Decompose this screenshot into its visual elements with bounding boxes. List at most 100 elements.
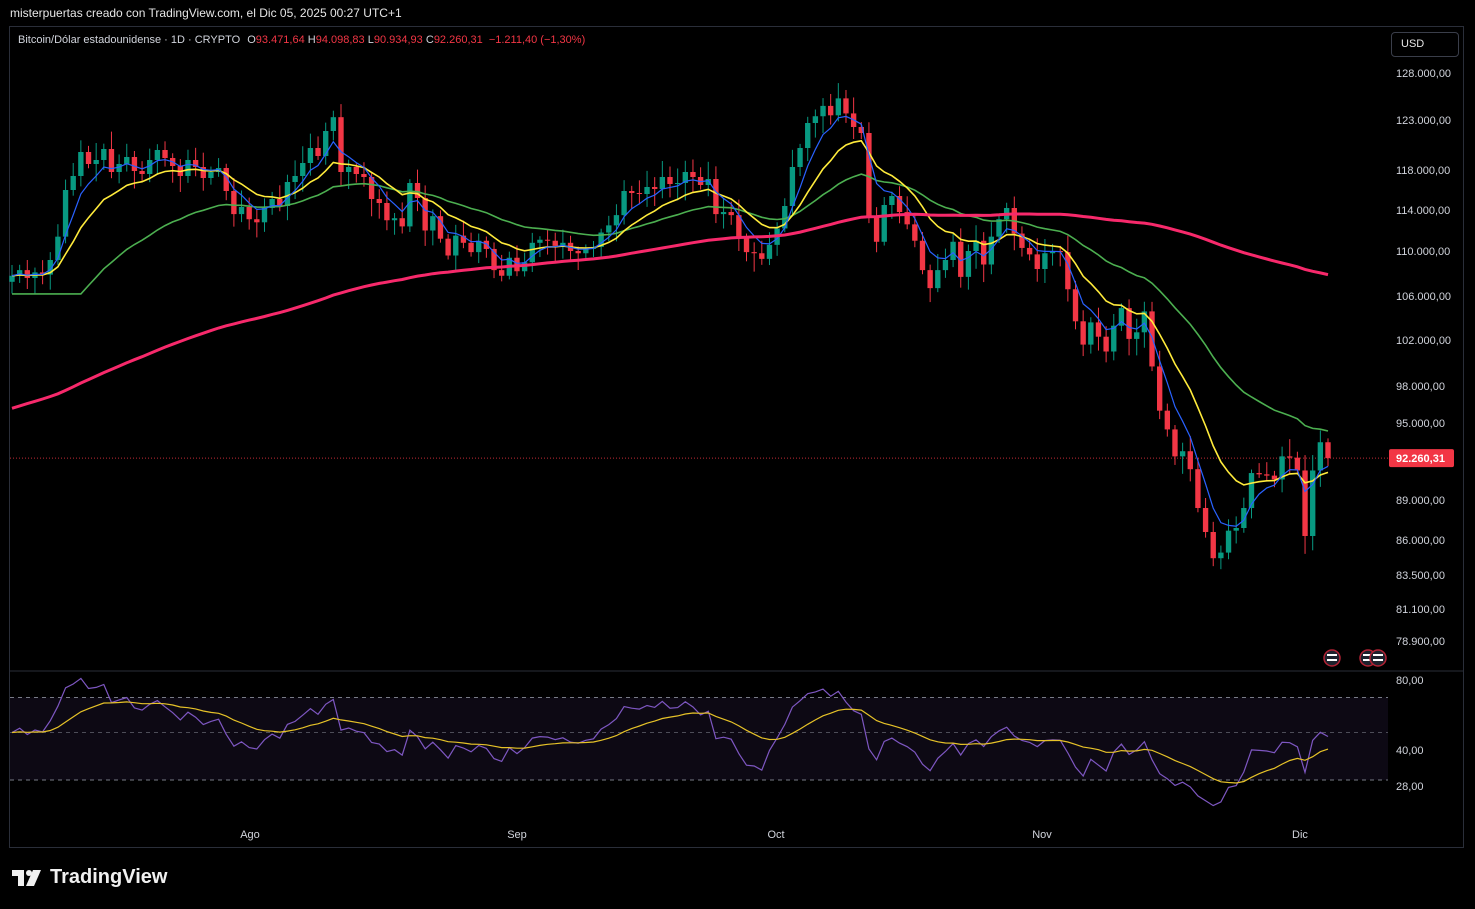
candle-body	[1164, 410, 1171, 430]
candle-body	[896, 196, 903, 213]
candle-body	[307, 148, 314, 163]
candle-body	[682, 172, 688, 183]
candle-body	[384, 203, 390, 221]
candle-body	[789, 167, 796, 206]
price-tick-label: 81.100,00	[1396, 604, 1445, 616]
candle-body	[1049, 251, 1056, 254]
time-tick-label: Sep	[507, 829, 527, 841]
candle-body	[185, 160, 191, 176]
candle-body	[246, 207, 252, 220]
candle-body	[1026, 247, 1033, 255]
candle-body	[797, 148, 803, 167]
price-tick-label: 98.000,00	[1396, 381, 1445, 393]
price-tick-label: 123.000,00	[1396, 115, 1451, 127]
price-tick-label: 89.000,00	[1396, 495, 1445, 507]
candle-body	[391, 218, 398, 221]
candle-body	[560, 242, 566, 246]
candle-body	[1202, 508, 1209, 532]
candle-body	[1042, 253, 1048, 269]
candle-body	[124, 157, 130, 164]
candle-body	[254, 219, 260, 223]
candle-body	[766, 244, 773, 259]
candle-body	[965, 251, 972, 277]
candle-body	[652, 187, 658, 189]
candle-body	[1233, 528, 1239, 531]
last-price-tag	[1389, 449, 1454, 468]
candle-body	[85, 152, 92, 164]
candle-body	[108, 149, 115, 172]
candle-body	[988, 236, 995, 265]
candle-body	[537, 239, 543, 243]
candle-body	[1195, 469, 1201, 508]
candle-body	[300, 163, 306, 176]
price-tick-label: 106.000,00	[1396, 291, 1451, 303]
candle-body	[116, 164, 122, 172]
candle-body	[101, 149, 107, 160]
candle-body	[1111, 325, 1117, 352]
candle-body	[835, 98, 842, 116]
candle-body	[437, 216, 444, 239]
open-label: O	[247, 34, 256, 46]
candle-body	[996, 219, 1002, 237]
candle-body	[208, 172, 214, 178]
candle-body	[338, 117, 344, 172]
candle-body	[223, 168, 229, 191]
candle-body	[873, 216, 880, 242]
candle-body	[16, 270, 23, 276]
tradingview-logo-icon	[12, 869, 41, 886]
candle-body	[1141, 311, 1148, 333]
candle-body	[238, 207, 245, 215]
ohlc-legend: Bitcoin/Dólar estadounidense · 1D · CRYP…	[18, 34, 585, 46]
tradingview-brand[interactable]: TradingView	[12, 866, 167, 889]
candle-body	[942, 260, 949, 271]
candle-body	[1279, 456, 1285, 480]
candle-body	[55, 236, 61, 260]
candle-body	[1187, 451, 1193, 470]
candle-body	[827, 105, 834, 116]
candle-body	[1241, 508, 1247, 528]
candle-body	[1294, 457, 1301, 471]
candle-body	[1080, 321, 1086, 345]
candle-body	[491, 248, 497, 271]
rsi-tick-label: 28,00	[1396, 781, 1424, 793]
candle-body	[583, 248, 589, 254]
candle-body	[1072, 289, 1079, 322]
candle-body	[1095, 322, 1102, 337]
candle-body	[950, 241, 956, 260]
candle-body	[743, 237, 750, 253]
us-flag-stripe-icon	[1327, 659, 1337, 661]
low-label: L	[367, 34, 374, 46]
candle-body	[705, 179, 711, 185]
candle-body	[1248, 473, 1255, 508]
candle-body	[782, 206, 788, 229]
candle-body	[981, 240, 987, 265]
candle-body	[1118, 308, 1125, 326]
candle-body	[759, 253, 765, 259]
candle-body	[843, 98, 849, 114]
ma-50-line	[12, 173, 1329, 432]
candle-body	[912, 224, 918, 241]
high-label: H	[307, 34, 316, 46]
candle-body	[453, 235, 459, 256]
candle-body	[292, 176, 298, 182]
candle-body	[407, 183, 413, 227]
candle-body	[483, 240, 490, 249]
time-tick-label: Oct	[767, 829, 784, 841]
candle-body	[361, 174, 367, 177]
candle-body	[430, 216, 436, 231]
price-tick-label: 128.000,00	[1396, 68, 1451, 80]
currency-button[interactable]: USD	[1391, 32, 1459, 57]
candle-body	[192, 160, 199, 167]
us-flag-stripe-icon	[1373, 659, 1383, 661]
candle-body	[728, 212, 734, 216]
candle-body	[606, 225, 612, 233]
candle-body	[1179, 451, 1186, 457]
candle-body	[935, 270, 941, 289]
candle-body	[47, 260, 53, 275]
price-tick-label: 86.000,00	[1396, 535, 1445, 547]
candle-body	[261, 208, 268, 223]
candle-body	[93, 160, 99, 164]
candle-body	[345, 167, 352, 172]
candle-body	[575, 251, 581, 254]
